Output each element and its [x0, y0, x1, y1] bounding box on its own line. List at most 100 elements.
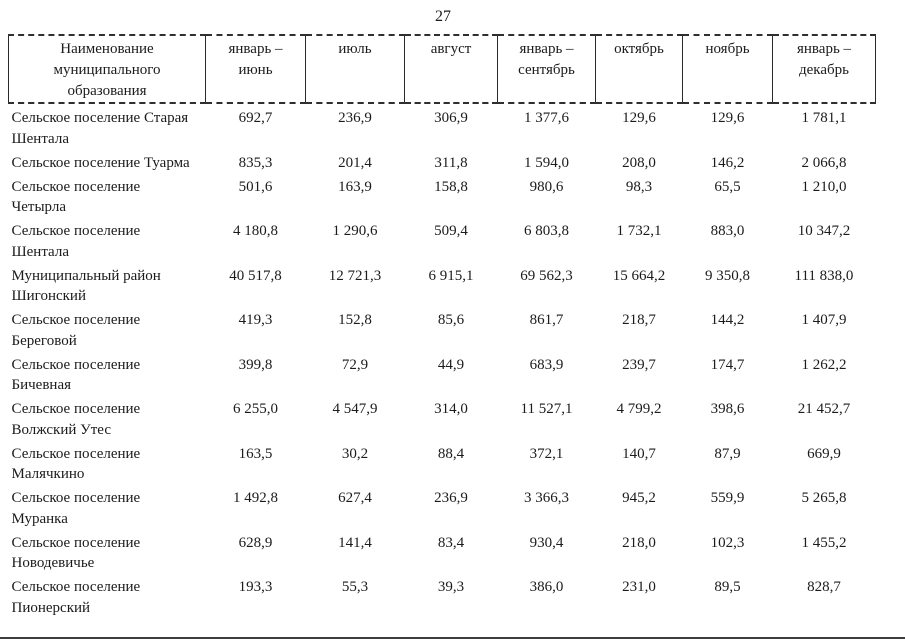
municipality-name-cell: Сельское поселение Волжский Утес	[11, 401, 141, 438]
value-cell-august: 83,4	[437, 534, 465, 551]
value-cell-august: 158,8	[434, 178, 468, 195]
value-cell-jan-sep: 3 366,3	[524, 490, 569, 506]
column-header-october: октябрь	[595, 34, 683, 104]
value-cell-october: 98,3	[625, 178, 653, 195]
value-cell-november: 129,6	[710, 110, 745, 126]
table-row: Сельское поселение Старая Шентала 692,7 …	[9, 103, 876, 151]
value-cell-july: 152,8	[338, 312, 372, 328]
value-cell-october: 208,0	[622, 154, 656, 171]
table-row: Сельское поселение Береговой 419,3 152,8…	[9, 308, 876, 353]
value-cell-august: 6 915,1	[428, 267, 474, 284]
table-row: Муниципальный район Шигонский 40 517,8 1…	[9, 264, 876, 309]
value-cell-jan-dec: 1 262,2	[801, 356, 847, 373]
value-cell-october: 218,0	[622, 534, 656, 551]
value-cell-november: 174,7	[710, 356, 745, 373]
value-cell-jan-jun: 163,5	[238, 445, 273, 462]
value-cell-jan-dec: 1 455,2	[801, 534, 847, 551]
value-cell-july: 201,4	[338, 154, 372, 171]
value-cell-jan-dec: 21 452,7	[797, 401, 851, 417]
value-cell-july: 1 290,6	[332, 223, 378, 239]
value-cell-november: 102,3	[710, 534, 745, 551]
municipality-name-cell: Сельское поселение Малячкино	[11, 445, 141, 483]
page-bottom-rule	[0, 637, 905, 639]
value-cell-july: 4 547,9	[332, 401, 378, 417]
value-cell-jan-jun: 835,3	[238, 154, 273, 171]
header-row: Наименование муниципального образования …	[8, 34, 876, 104]
value-cell-jan-jun: 399,8	[238, 356, 273, 373]
value-cell-august: 88,4	[437, 445, 465, 462]
column-header-july: июль	[305, 34, 405, 104]
table-row: Сельское поселение Четырла 501,6 163,9 1…	[9, 175, 876, 220]
value-cell-october: 945,2	[622, 490, 656, 506]
column-header-jan-dec: январь – декабрь	[772, 34, 876, 104]
table-row: Сельское поселение Муранка 1 492,8 627,4…	[9, 486, 876, 531]
table-row: Сельское поселение Пионерский 193,3 55,3…	[9, 575, 876, 620]
value-cell-jan-sep: 386,0	[529, 579, 564, 595]
value-cell-august: 39,3	[437, 579, 465, 595]
table-row: Сельское поселение Бичевная 399,8 72,9 4…	[9, 353, 876, 398]
value-cell-jan-dec: 669,9	[807, 445, 841, 462]
value-cell-jan-jun: 193,3	[238, 579, 273, 595]
municipality-name-cell: Сельское поселение Бичевная	[11, 356, 141, 394]
municipality-name-cell: Сельское поселение Туарма	[11, 154, 190, 171]
value-cell-july: 55,3	[341, 579, 369, 595]
value-cell-jan-dec: 1 210,0	[801, 178, 847, 195]
column-header-jan-jun: январь – июнь	[205, 34, 306, 104]
value-cell-october: 218,7	[622, 312, 656, 328]
table-row: Сельское поселение Новодевичье 628,9 141…	[9, 531, 876, 576]
value-cell-jan-dec: 5 265,8	[801, 490, 847, 506]
municipality-name-cell: Сельское поселение Пионерский	[11, 579, 141, 616]
value-cell-july: 163,9	[338, 178, 372, 195]
value-cell-jan-jun: 501,6	[238, 178, 273, 195]
value-cell-jan-jun: 6 255,0	[233, 401, 278, 417]
value-cell-jan-sep: 861,7	[529, 312, 564, 328]
value-cell-november: 398,6	[710, 401, 745, 417]
table-row: Сельское поселение Волжский Утес 6 255,0…	[9, 397, 876, 442]
municipality-name-cell: Сельское поселение Новодевичье	[11, 534, 141, 572]
value-cell-jan-jun: 40 517,8	[229, 267, 282, 284]
column-header-november: ноябрь	[682, 34, 773, 104]
municipality-name-cell: Сельское поселение Старая Шентала	[11, 110, 189, 147]
value-cell-jan-jun: 692,7	[238, 110, 273, 126]
value-cell-august: 314,0	[434, 401, 468, 417]
value-cell-november: 883,0	[710, 223, 745, 239]
value-cell-july: 627,4	[338, 490, 372, 506]
value-cell-jan-jun: 4 180,8	[233, 223, 278, 239]
value-cell-october: 4 799,2	[616, 401, 662, 417]
value-cell-july: 72,9	[341, 356, 369, 373]
municipality-name-cell: Сельское поселение Шентала	[11, 223, 141, 260]
value-cell-october: 129,6	[622, 110, 656, 126]
value-cell-august: 85,6	[437, 312, 465, 328]
value-cell-jan-sep: 6 803,8	[524, 223, 569, 239]
value-cell-july: 30,2	[341, 445, 369, 462]
value-cell-jan-dec: 1 407,9	[801, 312, 847, 328]
value-cell-jan-dec: 828,7	[807, 579, 841, 595]
value-cell-november: 559,9	[710, 490, 745, 506]
table-header: Наименование муниципального образования …	[8, 34, 876, 104]
municipality-name-cell: Сельское поселение Четырла	[11, 178, 141, 216]
table-row: Сельское поселение Малячкино 163,5 30,2 …	[9, 442, 876, 487]
value-cell-jan-jun: 628,9	[238, 534, 273, 551]
page-number: 27	[435, 8, 451, 25]
value-cell-jan-dec: 111 838,0	[794, 267, 854, 284]
table-row: Сельское поселение Шентала 4 180,8 1 290…	[9, 219, 876, 264]
column-header-jan-sep: январь – сентябрь	[497, 34, 596, 104]
value-cell-november: 89,5	[714, 579, 741, 595]
value-cell-november: 146,2	[710, 154, 745, 171]
value-cell-july: 12 721,3	[328, 267, 382, 284]
municipality-name-cell: Сельское поселение Береговой	[11, 312, 141, 349]
value-cell-october: 1 732,1	[616, 223, 662, 239]
value-cell-november: 87,9	[714, 445, 741, 462]
value-cell-november: 144,2	[710, 312, 745, 328]
value-cell-july: 141,4	[338, 534, 372, 551]
value-cell-jan-sep: 372,1	[529, 445, 564, 462]
data-table: Наименование муниципального образования …	[8, 34, 876, 620]
value-cell-november: 9 350,8	[705, 267, 750, 284]
value-cell-august: 44,9	[437, 356, 465, 373]
value-cell-august: 311,8	[434, 154, 468, 171]
value-cell-november: 65,5	[714, 178, 741, 195]
value-cell-october: 15 664,2	[612, 267, 666, 284]
value-cell-jan-jun: 419,3	[238, 312, 273, 328]
value-cell-october: 231,0	[622, 579, 656, 595]
